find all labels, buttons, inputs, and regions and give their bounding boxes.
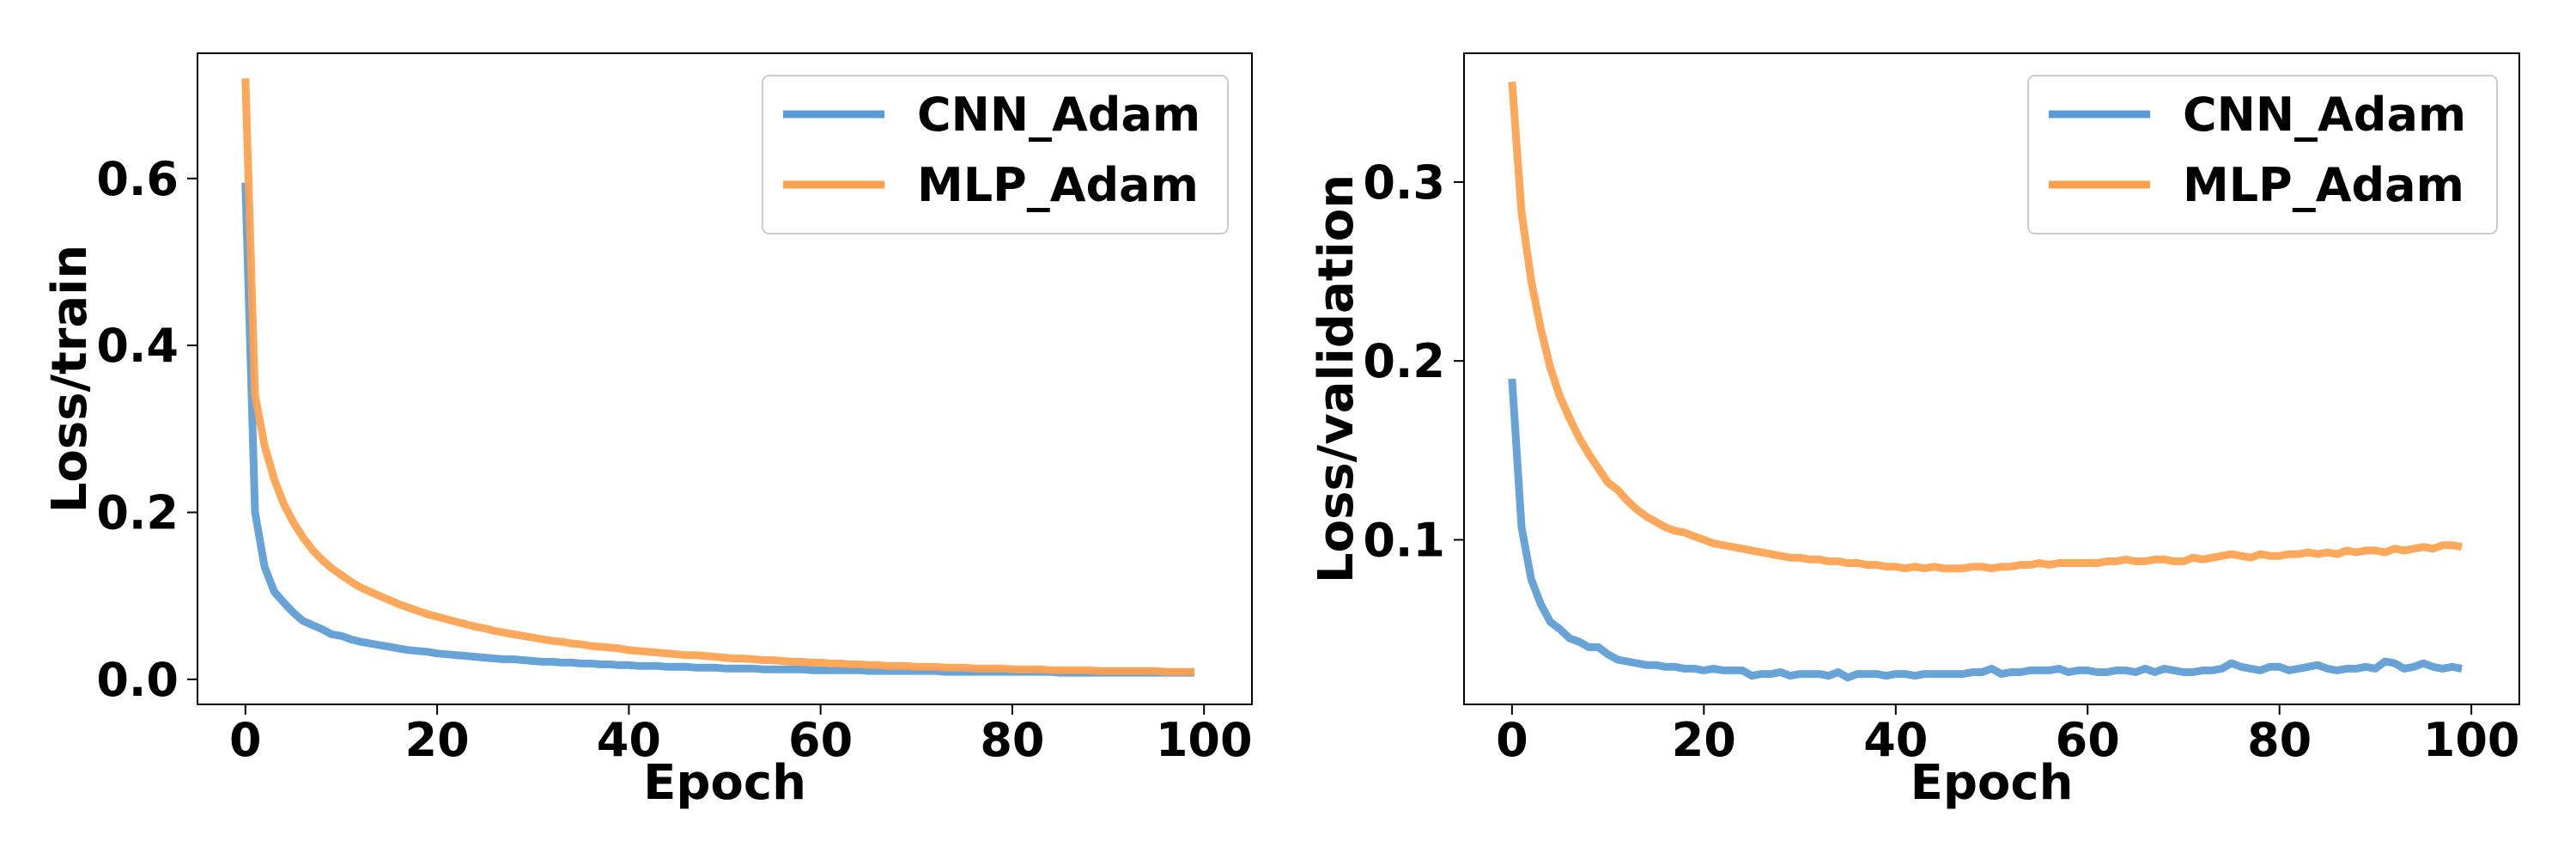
plot-frame (1463, 52, 2520, 705)
x-tick-label: 100 (2423, 713, 2520, 767)
legend: CNN_Adam MLP_Adam (762, 75, 1229, 235)
x-tick-label: 0 (1496, 713, 1528, 767)
y-tick-label: 0.1 (1363, 513, 1445, 567)
x-tick-label: 60 (788, 713, 853, 767)
y-axis-title: Loss/train (42, 245, 98, 514)
x-tick-label: 40 (597, 713, 661, 767)
x-tick-label: 0 (229, 713, 262, 767)
series-line-mlp-adam (241, 78, 1194, 676)
series-line-mlp-adam (1508, 81, 2463, 573)
y-axis-title: Loss/validation (1309, 174, 1364, 583)
legend-label: CNN_Adam (2183, 88, 2466, 142)
y-tick-label: 0.0 (96, 653, 179, 707)
x-tick-label: 80 (980, 713, 1044, 767)
validation-loss-chart: 0 20 40 60 80 100 0.1 0.2 0.3 Epoch Loss/validatio… (1309, 52, 2520, 811)
y-tick-label: 0.4 (96, 319, 179, 373)
x-tick-label: 20 (1672, 713, 1736, 767)
x-axis-title: Epoch (643, 755, 806, 811)
y-tick-label: 0.3 (1363, 155, 1445, 210)
y-tick-label: 0.2 (96, 485, 179, 539)
x-tick-label: 100 (1156, 713, 1253, 767)
y-tick-label: 0.6 (96, 152, 179, 206)
legend-label: MLP_Adam (917, 158, 1199, 212)
train-loss-chart: 0 20 40 60 80 100 0.0 0.2 0.4 0.6 Epoch Loss/train C… (42, 52, 1253, 811)
legend-label: MLP_Adam (2183, 158, 2464, 212)
x-tick-label: 60 (2056, 713, 2120, 767)
legend-label: CNN_Adam (917, 88, 1200, 142)
y-tick-label: 0.2 (1363, 334, 1445, 388)
series-line-cnn-adam (1508, 378, 2463, 682)
plot-frame (197, 52, 1253, 705)
x-tick-label: 80 (2247, 713, 2312, 767)
x-tick-label: 20 (405, 713, 470, 767)
legend: CNN_Adam MLP_Adam (2027, 75, 2498, 235)
x-tick-label: 40 (1863, 713, 1928, 767)
x-axis-title: Epoch (1911, 755, 2074, 811)
